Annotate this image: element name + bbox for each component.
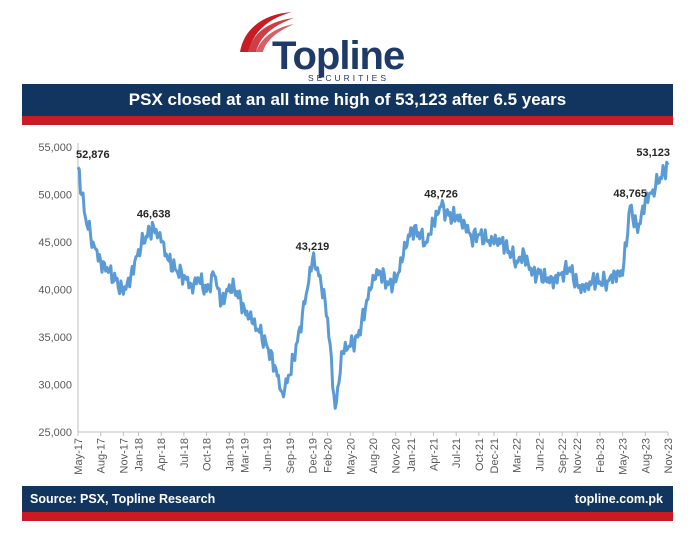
- x-tick-label: May-23: [618, 438, 630, 475]
- y-tick-label: 55,000: [38, 142, 72, 154]
- data-label: 43,219: [296, 241, 330, 253]
- footer-band: [22, 486, 673, 512]
- y-tick-label: 50,000: [38, 190, 72, 202]
- topline-logo: Topline SECURITIES: [230, 6, 420, 83]
- x-tick-label: Jun-19: [262, 438, 274, 472]
- x-tick-label: Jan-21: [406, 438, 418, 472]
- psx-index-series-line: [76, 160, 670, 410]
- x-tick-label: Sep-22: [557, 438, 569, 473]
- x-tick-label: Nov-17: [118, 438, 130, 473]
- x-tick-label: Jul-18: [179, 438, 191, 468]
- y-tick-label: 30,000: [38, 380, 72, 392]
- data-label: 48,765: [613, 188, 647, 200]
- x-tick-label: May-20: [345, 438, 357, 475]
- x-tick-label: Nov-22: [572, 438, 584, 473]
- x-tick-label: Dec-21: [489, 438, 501, 473]
- x-tick-label: Feb-23: [595, 438, 607, 473]
- data-label: 48,726: [424, 189, 458, 201]
- psx-line-chart: 25,000 30,000 35,000 40,000 45,000 50,000 55,0…: [38, 142, 675, 475]
- x-tick-label: Oct-18: [202, 438, 214, 471]
- x-tick-label: Nov-20: [391, 438, 403, 473]
- logo-wordmark: Topline: [272, 34, 405, 78]
- x-tick-label: Nov-23: [663, 438, 675, 473]
- x-tick-label: Jan-19: [224, 438, 236, 472]
- x-tick-label: Jul-21: [451, 438, 463, 468]
- data-label: 53,123: [636, 147, 670, 159]
- logo-swoosh-icon: [240, 12, 294, 52]
- x-tick-label: Aug-17: [96, 438, 108, 473]
- y-tick-label: 25,000: [38, 427, 72, 439]
- x-tick-label: Sep-19: [285, 438, 297, 473]
- footer-accent-bar: [22, 512, 673, 521]
- x-tick-label: Mar-22: [512, 438, 524, 473]
- website-link[interactable]: topline.com.pk: [574, 492, 663, 506]
- x-tick-label: Feb-20: [323, 438, 335, 473]
- x-tick-label: Apr-18: [156, 438, 168, 471]
- data-label: 46,638: [137, 208, 171, 220]
- logo-subtitle: SECURITIES: [308, 73, 390, 83]
- title-band: [22, 84, 673, 116]
- x-tick-label: Jun-22: [534, 438, 546, 472]
- data-label: 52,876: [76, 149, 110, 161]
- chart-area: 25,000 30,000 35,000 40,000 45,000 50,000 55,0…: [0, 125, 697, 485]
- x-tick-label: Oct-21: [474, 438, 486, 471]
- source-note: Source: PSX, Topline Research: [30, 492, 216, 506]
- x-tick-label: Jan-18: [134, 438, 146, 472]
- x-tick-label: Apr-21: [429, 438, 441, 471]
- x-tick-label: Aug-20: [368, 438, 380, 473]
- x-tick-label: Aug-23: [640, 438, 652, 473]
- chart-title: PSX closed at an all time high of 53,123…: [128, 90, 567, 109]
- y-tick-label: 40,000: [38, 285, 72, 297]
- x-tick-label: Mar-19: [239, 438, 251, 473]
- y-tick-label: 35,000: [38, 332, 72, 344]
- y-tick-label: 45,000: [38, 237, 72, 249]
- x-tick-label: Dec-19: [307, 438, 319, 473]
- x-tick-label: May-17: [73, 438, 85, 475]
- title-accent-bar: [22, 116, 673, 125]
